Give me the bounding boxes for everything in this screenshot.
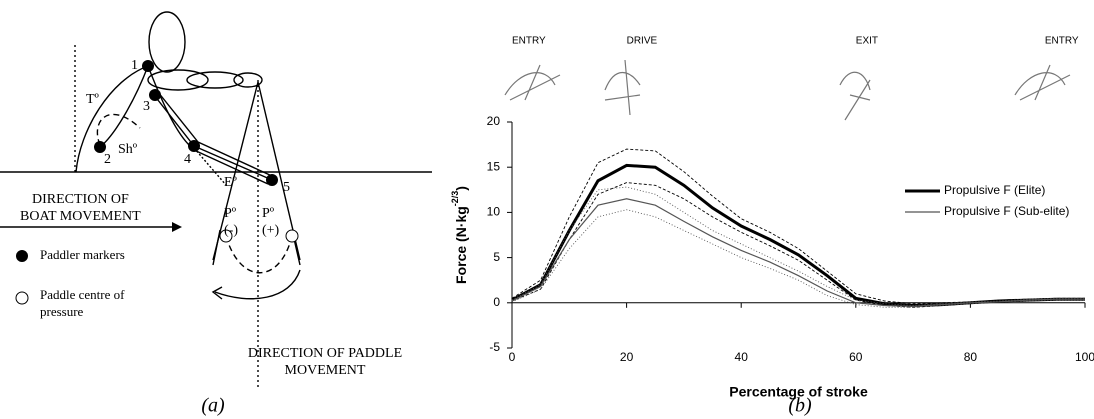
x-tick-label: 20 [620, 350, 634, 364]
legend-label: pressure [40, 304, 84, 319]
x-tick-label: 100 [1075, 350, 1094, 364]
x-tick-label: 40 [735, 350, 749, 364]
x-tick-label: 60 [849, 350, 863, 364]
phase-label: ENTRY [1045, 36, 1079, 47]
y-label-close: ) [453, 186, 469, 191]
series-line [511, 198, 1085, 308]
angle-label: Pº [224, 206, 237, 221]
paddle-direction: DIRECTION OF PADDLE [248, 346, 402, 361]
x-tick-label: 80 [964, 350, 978, 364]
marker-number: 5 [283, 180, 290, 195]
legend-label: Paddle centre of [40, 287, 125, 302]
angle-label: Eº [224, 175, 238, 190]
x-tick-label: 0 [509, 350, 516, 364]
y-label-base: Force (N·kg [453, 206, 469, 284]
diagram-labels: Tº Shº Eº Pº (-) Pº (+) 1 2 3 4 5 DIRECT… [20, 58, 402, 378]
angle-label: Shº [118, 142, 138, 157]
legend-label: Propulsive F (Elite) [944, 183, 1045, 197]
phase-label: EXIT [856, 36, 878, 47]
y-axis-label: Force (N·kg-2/3) [450, 186, 468, 284]
marker-number: 1 [131, 58, 138, 73]
caption: (a) [201, 395, 225, 417]
diagram-drawing [0, 11, 432, 390]
y-tick-label: -5 [489, 340, 500, 354]
phase-label: DRIVE [627, 36, 658, 47]
legend-label: Propulsive F (Sub-elite) [944, 204, 1069, 218]
marker-number: 3 [143, 99, 150, 114]
band-lower [511, 209, 1085, 308]
x-axis-label: Percentage of stroke [729, 384, 868, 400]
y-tick-label: 0 [493, 295, 500, 309]
band-lower [511, 182, 1085, 308]
band-upper [511, 186, 1085, 306]
phase-label: ENTRY [512, 36, 546, 47]
marker-number: 2 [104, 152, 111, 167]
y-label-superscript: -2/3 [450, 191, 460, 207]
y-tick-label: 15 [487, 159, 501, 173]
marker-number: 4 [184, 152, 191, 167]
angle-sign: (-) [224, 223, 238, 238]
y-tick-label: 10 [487, 205, 501, 219]
chart: -5 0 5 10 15 20 0 20 40 60 80 100 ENTRY DRIVE EXIT ENTR… [450, 36, 1094, 400]
angle-sign: (+) [262, 223, 280, 238]
paddle-direction: MOVEMENT [285, 363, 366, 378]
y-tick-label: 5 [493, 250, 500, 264]
phase-icons [504, 59, 1071, 121]
boat-direction: DIRECTION OF [32, 192, 129, 207]
angle-label: Tº [86, 92, 100, 107]
angle-label: Pº [262, 206, 275, 221]
caption: (b) [788, 395, 812, 417]
legend-label: Paddler markers [40, 247, 125, 262]
y-tick-label: 20 [487, 114, 501, 128]
boat-direction: BOAT MOVEMENT [20, 209, 141, 224]
